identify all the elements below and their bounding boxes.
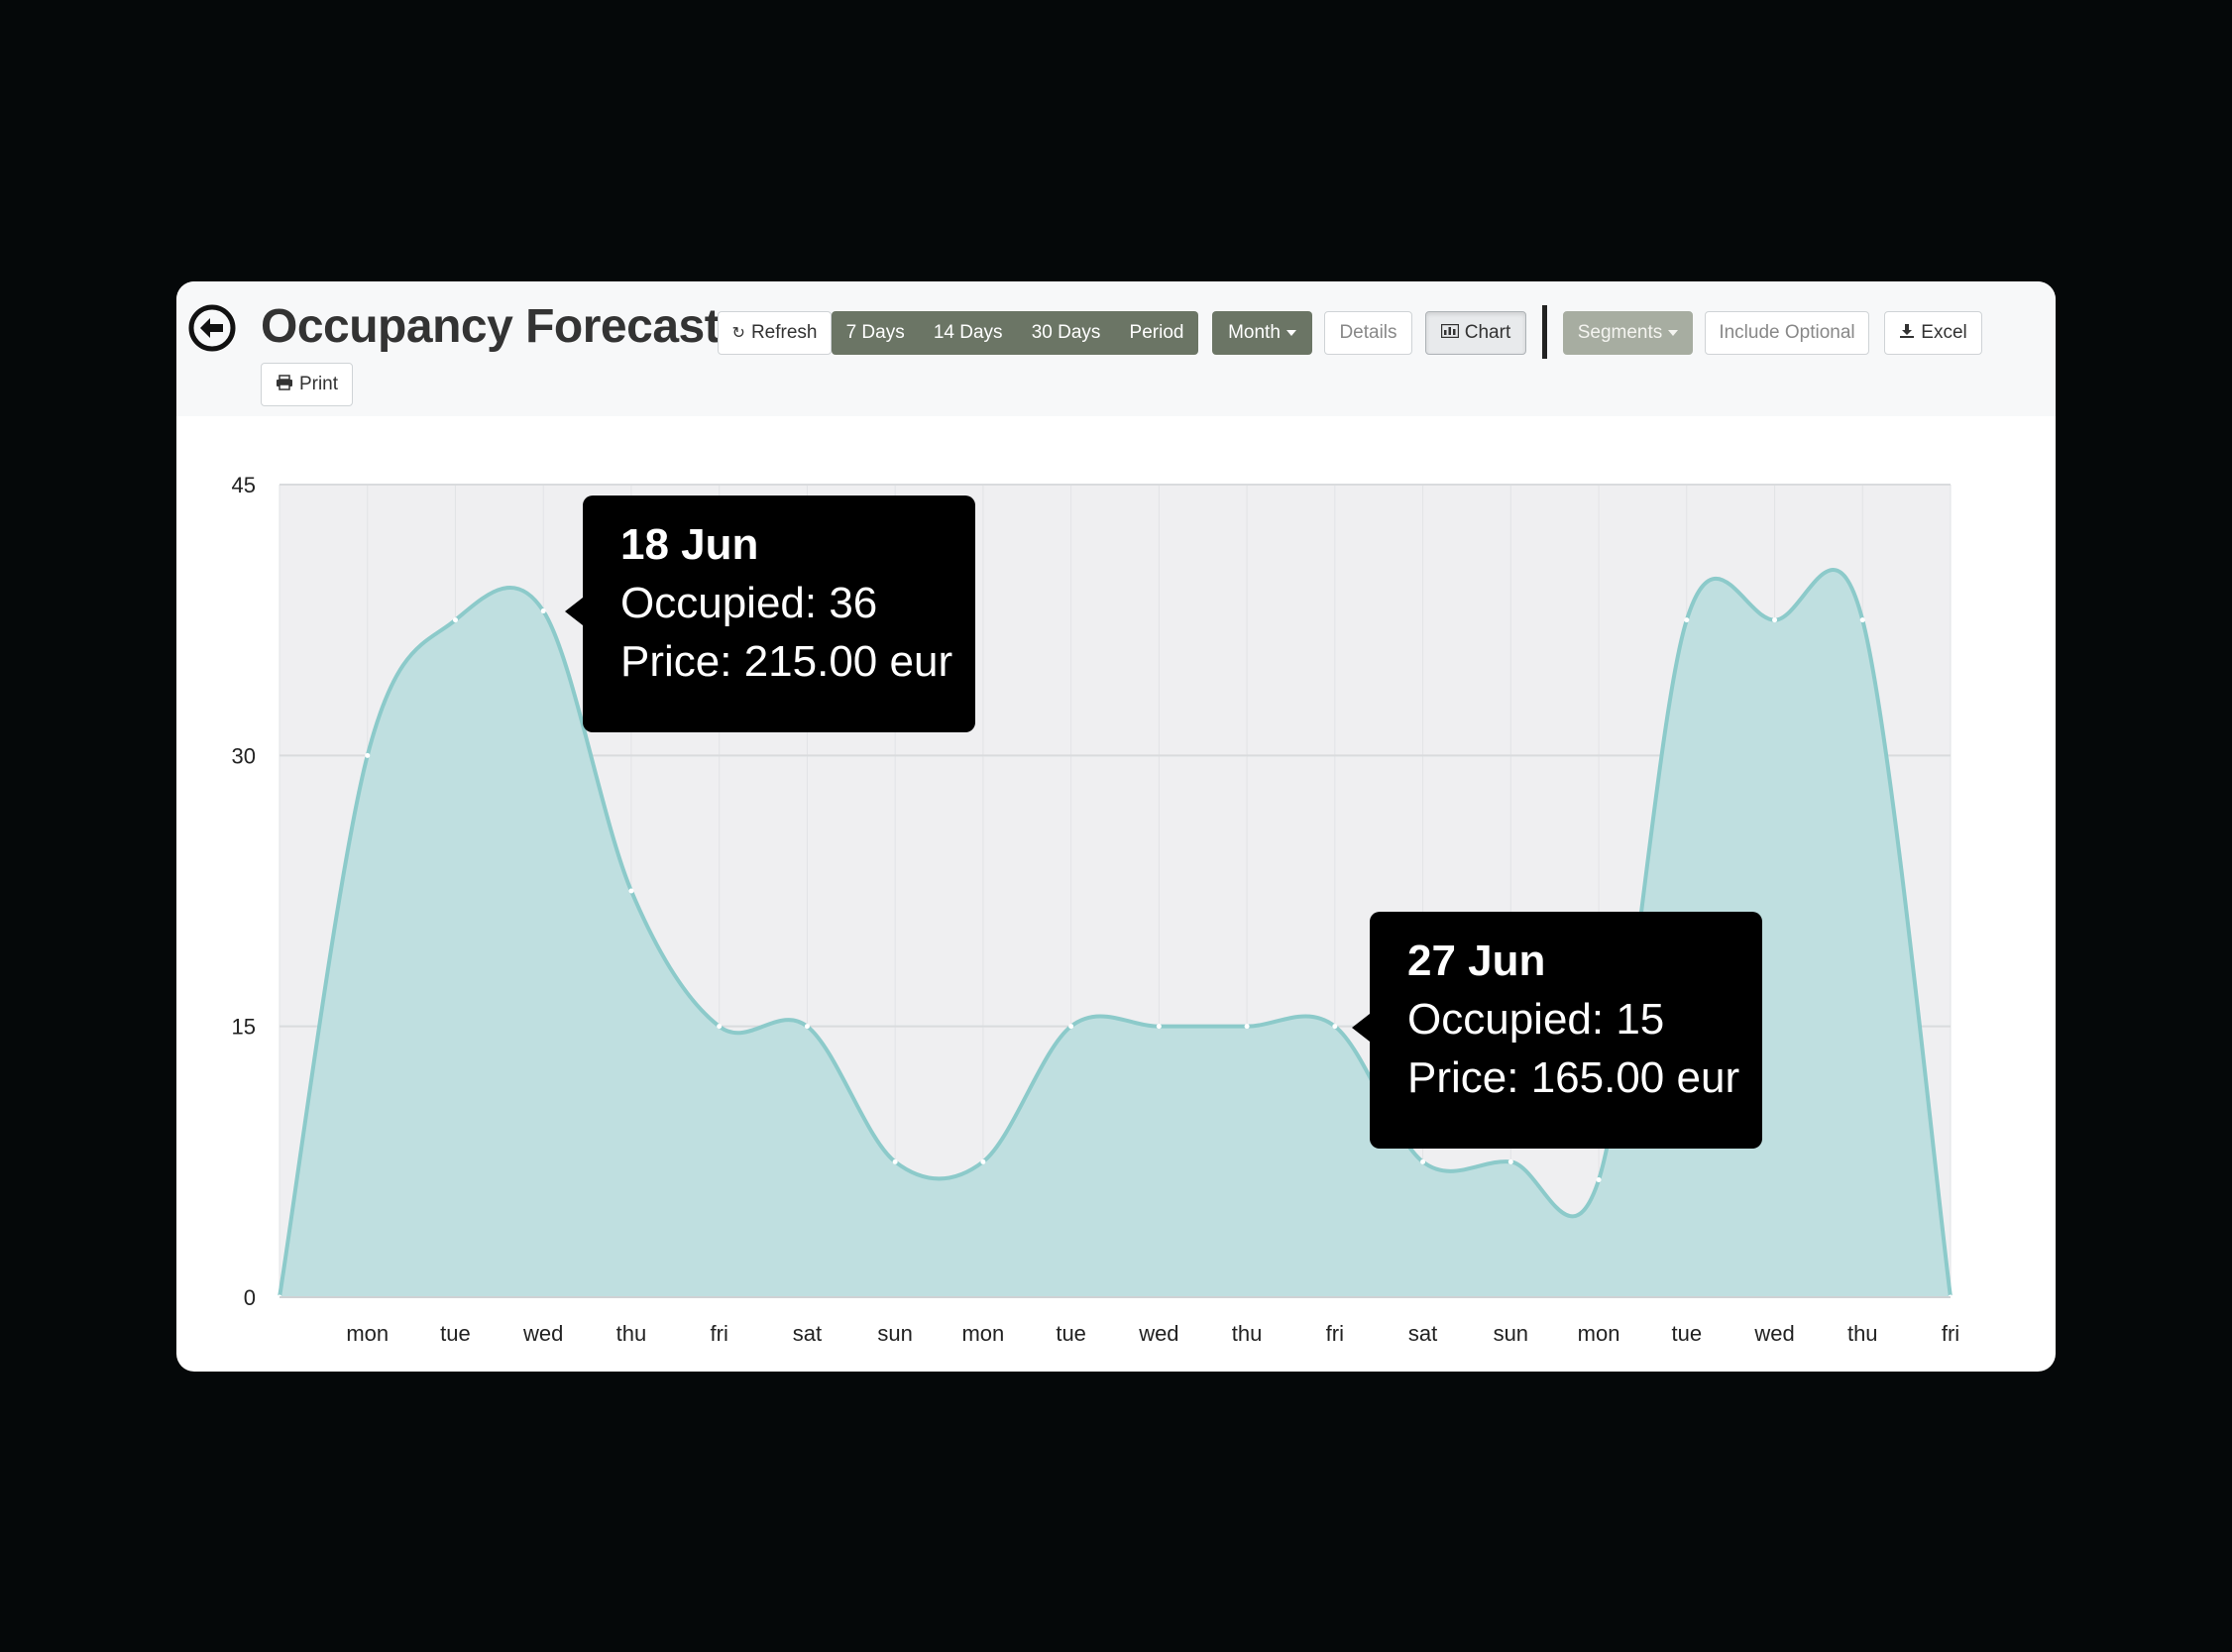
tooltip-price: Price: 215.00 eur xyxy=(620,637,953,686)
x-tick-label: tue xyxy=(1056,1321,1086,1346)
data-point xyxy=(892,1158,898,1164)
x-tick-label: fri xyxy=(711,1321,728,1346)
details-label: Details xyxy=(1339,322,1397,343)
occupancy-area-chart: 0 15 30 45 mon tue wed thu fri sat sun mon tue wed thu… xyxy=(232,473,1960,1346)
14-days-button[interactable]: 14 Days xyxy=(933,322,1003,343)
7-days-button[interactable]: 7 Days xyxy=(845,322,905,343)
chart-tooltip: 18 Jun Occupied: 36 Price: 215.00 eur xyxy=(565,496,975,732)
x-tick-label: fri xyxy=(1326,1321,1344,1346)
page-title: Occupancy Forecast xyxy=(261,300,721,353)
refresh-button[interactable]: ↻ Refresh xyxy=(718,311,832,355)
include-optional-label: Include Optional xyxy=(1719,322,1855,343)
toolbar: Occupancy Forecast ↻ Refresh 7 Days 14 D… xyxy=(176,281,2056,416)
data-point xyxy=(365,752,371,758)
print-label: Print xyxy=(298,374,339,394)
data-point xyxy=(1507,1158,1513,1164)
x-tick-label: wed xyxy=(1138,1321,1178,1346)
bar-chart-icon xyxy=(1440,323,1459,343)
toolbar-divider xyxy=(1542,305,1547,359)
x-tick-label: thu xyxy=(1847,1321,1878,1346)
x-tick-label: sat xyxy=(1408,1321,1437,1346)
data-point xyxy=(540,608,546,614)
tooltip-occupied: Occupied: 36 xyxy=(620,579,878,627)
data-point xyxy=(1684,617,1690,623)
month-label: Month xyxy=(1228,322,1281,343)
occupancy-forecast-panel: Occupancy Forecast ↻ Refresh 7 Days 14 D… xyxy=(176,281,2056,1372)
data-point xyxy=(804,1024,810,1030)
data-point xyxy=(1596,1177,1602,1183)
segments-label: Segments xyxy=(1577,322,1663,343)
data-point xyxy=(452,617,458,623)
x-tick-label: tue xyxy=(1671,1321,1702,1346)
tooltip-price: Price: 165.00 eur xyxy=(1407,1053,1740,1102)
x-tick-label: mon xyxy=(1578,1321,1620,1346)
chart-tooltip: 27 Jun Occupied: 15 Price: 165.00 eur xyxy=(1352,912,1762,1149)
printer-icon xyxy=(276,374,293,395)
data-point xyxy=(1859,617,1865,623)
download-icon xyxy=(1899,323,1915,344)
tooltip-occupied: Occupied: 15 xyxy=(1407,995,1665,1044)
period-button[interactable]: Period xyxy=(1129,322,1184,343)
print-button[interactable]: Print xyxy=(261,363,353,406)
data-point xyxy=(1244,1024,1250,1030)
data-point xyxy=(628,888,634,894)
excel-button[interactable]: Excel xyxy=(1884,311,1982,355)
x-tick-label: mon xyxy=(961,1321,1004,1346)
x-tick-label: sat xyxy=(793,1321,822,1346)
excel-label: Excel xyxy=(1921,322,1967,343)
data-point xyxy=(1068,1024,1074,1030)
y-tick-label: 45 xyxy=(232,473,256,497)
occupancy-area xyxy=(279,570,1951,1297)
data-point xyxy=(1332,1024,1338,1030)
30-days-button[interactable]: 30 Days xyxy=(1031,322,1101,343)
back-arrow-circle-icon[interactable] xyxy=(187,303,237,353)
caret-down-icon xyxy=(1285,330,1296,336)
tooltip-date: 18 Jun xyxy=(620,520,759,569)
y-tick-label: 15 xyxy=(232,1015,256,1040)
caret-down-icon xyxy=(1668,330,1679,336)
x-tick-label: wed xyxy=(522,1321,563,1346)
x-tick-label: fri xyxy=(1942,1321,1959,1346)
tooltip-date: 27 Jun xyxy=(1407,936,1546,985)
x-tick-label: sun xyxy=(877,1321,912,1346)
data-point xyxy=(1156,1024,1162,1030)
refresh-label: Refresh xyxy=(750,322,818,343)
data-point xyxy=(980,1158,986,1164)
data-point xyxy=(1420,1158,1426,1164)
x-tick-label: sun xyxy=(1494,1321,1528,1346)
chart-button[interactable]: Chart xyxy=(1425,311,1526,355)
month-dropdown-button[interactable]: Month xyxy=(1212,311,1312,355)
segments-dropdown-button[interactable]: Segments xyxy=(1563,311,1693,355)
chart-label: Chart xyxy=(1464,322,1511,343)
x-tick-label: wed xyxy=(1753,1321,1794,1346)
y-tick-label: 0 xyxy=(244,1285,256,1310)
x-tick-label: tue xyxy=(440,1321,471,1346)
refresh-icon: ↻ xyxy=(731,325,745,342)
y-tick-label: 30 xyxy=(232,743,256,768)
x-tick-label: mon xyxy=(346,1321,389,1346)
x-tick-label: thu xyxy=(1232,1321,1263,1346)
data-point xyxy=(1772,617,1778,623)
range-button-group: 7 Days 14 Days 30 Days Period xyxy=(832,311,1198,355)
x-tick-label: thu xyxy=(616,1321,647,1346)
data-point xyxy=(717,1024,723,1030)
details-button[interactable]: Details xyxy=(1324,311,1412,355)
include-optional-button[interactable]: Include Optional xyxy=(1705,311,1869,355)
